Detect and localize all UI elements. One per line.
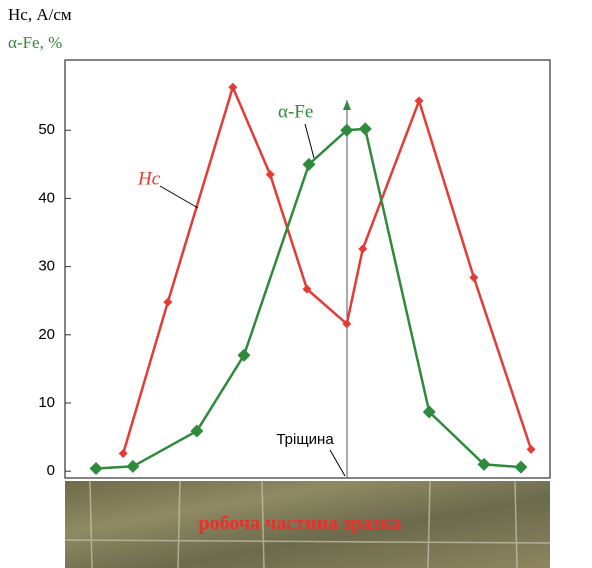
series-pointer [304, 123, 315, 159]
data-point [514, 460, 528, 474]
y-tick-label: 0 [47, 462, 55, 479]
data-point [190, 424, 204, 438]
y-tick-label: 10 [38, 394, 55, 411]
series-label: α-Fe [278, 101, 313, 122]
series-line [122, 83, 533, 454]
data-point [342, 319, 352, 329]
data-point [422, 405, 436, 419]
y-tick-label: 20 [38, 326, 55, 343]
sample-photo [65, 481, 550, 568]
data-point [163, 297, 173, 307]
data-point [265, 170, 275, 180]
data-point [118, 448, 128, 458]
y-axis-label: Hc, А/см [8, 5, 72, 24]
data-point [228, 82, 238, 92]
data-point [89, 461, 103, 475]
series-label: Hc [137, 168, 161, 189]
crack-pointer [329, 449, 346, 477]
y-tick-label: 50 [38, 121, 55, 138]
data-point [126, 459, 140, 473]
y-tick-label: 40 [38, 189, 55, 206]
data-point [340, 123, 354, 137]
data-point [237, 348, 251, 362]
data-point [302, 284, 312, 294]
photo-texture [64, 480, 551, 568]
plot-frame [64, 59, 551, 479]
data-point [526, 444, 536, 454]
data-point [477, 457, 491, 471]
data-point [414, 96, 424, 106]
data-point [358, 122, 372, 136]
y-tick-label: 30 [38, 258, 55, 275]
crack-arrow [343, 100, 351, 110]
data-point [358, 244, 368, 254]
data-point [469, 273, 479, 283]
series-pointer [159, 185, 199, 209]
y-axis-label-2: α-Fe, % [8, 33, 62, 52]
data-point [302, 157, 316, 171]
series-line [95, 127, 521, 470]
crack-label: Тріщина [276, 431, 334, 448]
photo-caption: робоча частина зразка [198, 513, 401, 535]
